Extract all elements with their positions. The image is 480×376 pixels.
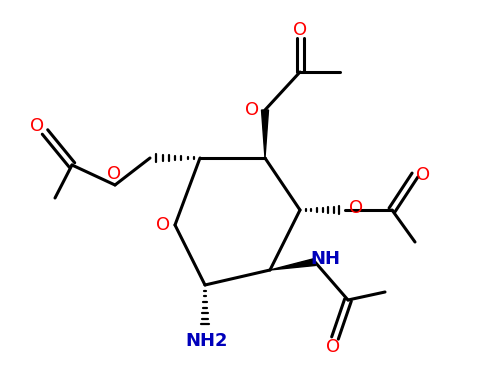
Text: O: O <box>107 165 121 183</box>
Text: NH: NH <box>310 250 340 268</box>
Text: O: O <box>293 21 307 39</box>
Text: O: O <box>349 199 363 217</box>
Text: O: O <box>245 101 259 119</box>
Text: O: O <box>30 117 44 135</box>
Text: O: O <box>326 338 340 356</box>
Text: O: O <box>416 166 430 184</box>
Text: O: O <box>156 216 170 234</box>
Polygon shape <box>262 110 268 158</box>
Polygon shape <box>270 259 316 270</box>
Text: NH2: NH2 <box>186 332 228 350</box>
